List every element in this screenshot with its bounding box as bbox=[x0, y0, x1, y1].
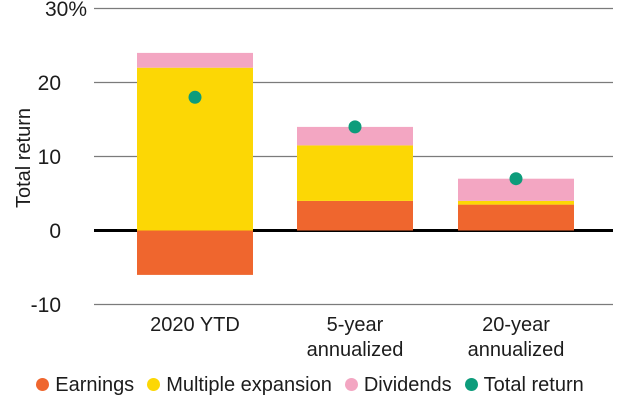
legend-item-multiple-expansion: Multiple expansion bbox=[147, 375, 332, 395]
total-return-dot bbox=[509, 172, 523, 186]
total-return-dot bbox=[188, 90, 202, 104]
bar-segment-dividends bbox=[137, 52, 253, 68]
y-axis-title: Total return bbox=[13, 108, 35, 208]
bar-segment-multiple-expansion bbox=[297, 145, 413, 201]
bar-segment-multiple-expansion bbox=[458, 200, 574, 205]
legend-label-earnings: Earnings bbox=[55, 373, 135, 396]
bar-segment-dividends bbox=[458, 178, 574, 201]
y-tick-label: 20 bbox=[38, 72, 61, 95]
legend-item-total-return: Total return bbox=[464, 373, 584, 396]
bar-segment-earnings bbox=[137, 230, 253, 275]
bar-segment-earnings bbox=[458, 204, 574, 231]
x-category-label: 2020 YTD bbox=[150, 314, 240, 336]
legend-label-dividends: Dividends bbox=[363, 373, 452, 396]
legend-label-total-return: Total return bbox=[483, 373, 584, 396]
bar-segment-earnings bbox=[297, 200, 413, 231]
stacked-bar-plot-area: 30% 20 10 0 -10 2020 YTD 5-year annualized 20-ye… bbox=[13, 0, 613, 361]
earnings-swatch-icon bbox=[36, 378, 50, 391]
x-category-label: 5-year annualized bbox=[307, 314, 404, 361]
chart-legend: Earnings Multiple expansion Dividends To… bbox=[0, 366, 620, 403]
legend-item-dividends: Dividends bbox=[344, 373, 452, 396]
legend-item-earnings: Earnings bbox=[36, 375, 134, 395]
multiple-expansion-swatch-icon bbox=[147, 378, 161, 391]
y-tick-label: -10 bbox=[31, 294, 61, 317]
bar-segment-dividends bbox=[297, 126, 413, 146]
total-return-swatch-icon bbox=[464, 378, 478, 391]
total-return-dot bbox=[348, 120, 362, 134]
y-tick-label: 10 bbox=[38, 146, 61, 169]
x-category-label: 20-year annualized bbox=[468, 314, 565, 361]
legend-label-multiple-expansion: Multiple expansion bbox=[166, 373, 332, 396]
y-tick-label: 30% bbox=[45, 0, 87, 21]
y-tick-label: 0 bbox=[49, 220, 61, 243]
dividends-swatch-icon bbox=[344, 378, 358, 391]
